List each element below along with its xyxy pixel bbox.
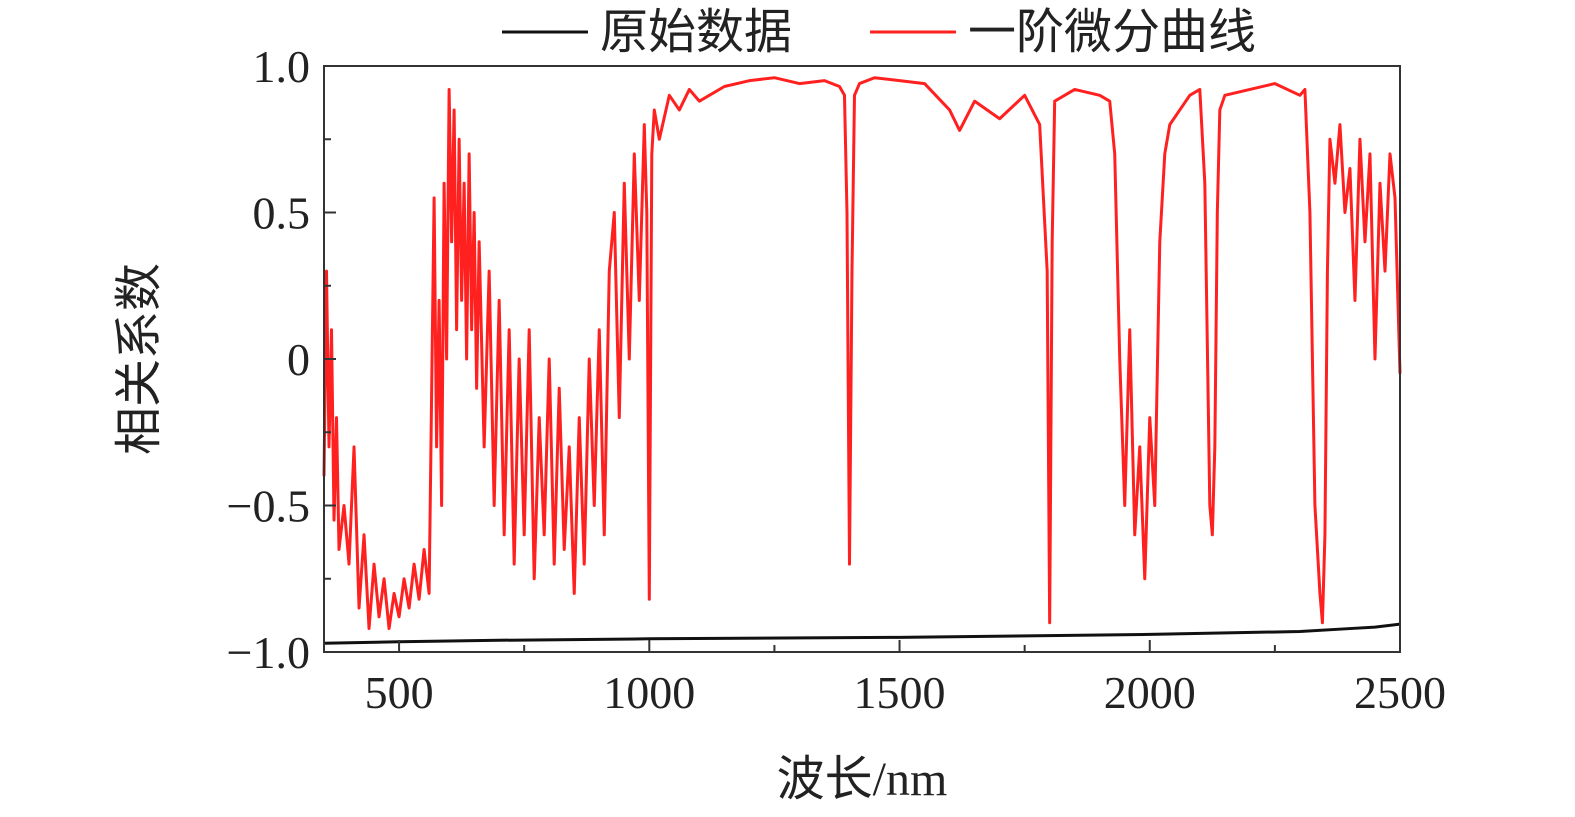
y-tick-label: 0.5 bbox=[253, 188, 311, 239]
y-axis-title: 相关系数 bbox=[113, 263, 166, 455]
series-line-derivative bbox=[322, 76, 1402, 631]
legend: 原始数据 一阶微分曲线 bbox=[502, 6, 1256, 59]
x-tick-label: 1500 bbox=[854, 667, 946, 718]
y-axis: −1.0 −0.5 0 0.5 1.0 bbox=[227, 41, 336, 678]
legend-label-derivative: 一阶微分曲线 bbox=[968, 6, 1256, 59]
y-tick-label: 1.0 bbox=[253, 41, 311, 92]
x-tick-label: 1000 bbox=[603, 667, 695, 718]
x-tick-label: 2000 bbox=[1104, 667, 1196, 718]
legend-label-original: 原始数据 bbox=[600, 6, 792, 59]
x-tick-label: 2500 bbox=[1354, 667, 1446, 718]
series-line-original bbox=[323, 622, 1401, 645]
y-tick-label: −0.5 bbox=[227, 481, 310, 532]
x-tick-label: 500 bbox=[365, 667, 434, 718]
x-axis: 500 1000 1500 2000 2500 bbox=[365, 640, 1446, 718]
plot-area bbox=[322, 76, 1402, 645]
y-tick-label: −1.0 bbox=[227, 627, 310, 678]
x-axis-title: 波长/nm bbox=[777, 753, 948, 806]
y-tick-label: 0 bbox=[287, 334, 310, 385]
